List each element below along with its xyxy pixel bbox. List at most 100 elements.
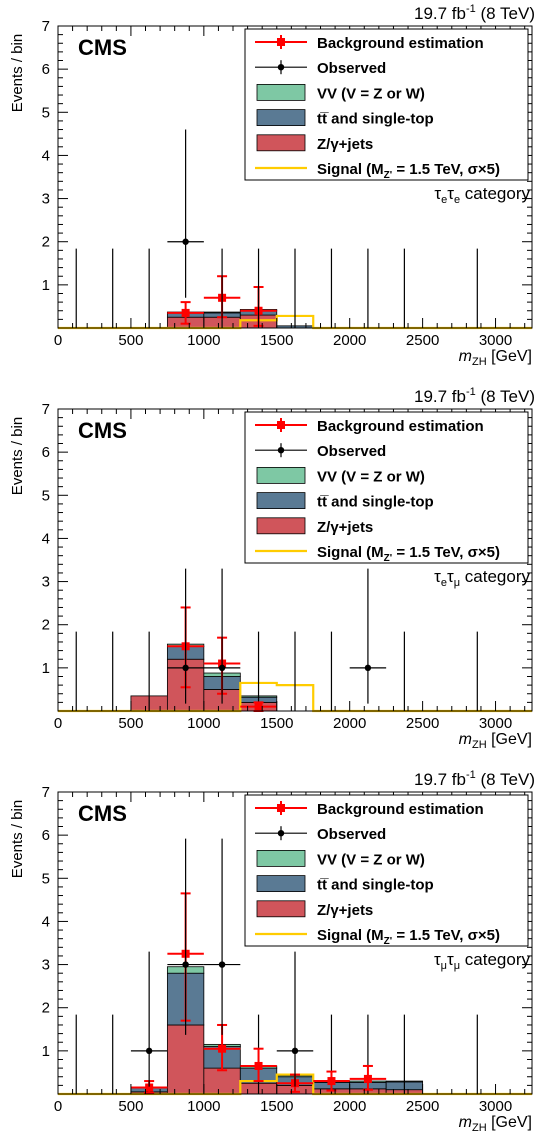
legend-sig-suffix: = 1.5 TeV, σ×5) (392, 927, 500, 944)
legend-swatch-tt (256, 875, 306, 892)
x-tick-label: 3000 (479, 1098, 512, 1115)
x-axis-label: mZH [GeV] (459, 731, 532, 751)
stacked-histogram (130, 643, 278, 712)
x-tick-label: 0 (54, 332, 62, 349)
legend-label-vv: VV (V = Z or W) (317, 85, 425, 102)
y-tick-label: 4 (42, 913, 50, 930)
category-tau1: τ (434, 567, 441, 586)
legend-entry-zj: Z/γ+jets (256, 134, 373, 153)
y-tick-label: 3 (42, 957, 50, 974)
category-sub1: e (441, 577, 447, 589)
category-sub2: μ (454, 577, 460, 589)
legend-swatch-vv (256, 850, 306, 867)
y-axis-label: Events / bin (9, 800, 26, 878)
legend-entry-sig: Signal (MZ' = 1.5 TeV, σ×5) (255, 544, 500, 564)
x-tick-label: 1000 (187, 1098, 220, 1115)
x-axis-label-unit: [GeV] (487, 731, 532, 748)
observed-point (130, 951, 168, 1087)
y-tick-label: 2 (42, 234, 50, 251)
obs-marker (364, 664, 372, 672)
obs-marker (182, 961, 189, 968)
legend-bkg-marker (277, 804, 285, 812)
bkg-marker (254, 702, 263, 711)
legend-label-tt: tt̅ and single-top (317, 877, 434, 894)
legend-entry-tt: tt̅ and single-top (256, 109, 434, 128)
bkg-marker (254, 1061, 263, 1070)
legend-box (244, 794, 529, 947)
x-axis-label-var: m (459, 1114, 472, 1131)
zjets-bar (166, 1024, 205, 1095)
category-tau1: τ (434, 184, 441, 203)
x-tick-label: 0 (54, 1098, 62, 1115)
legend-label-sig: Signal (MZ' = 1.5 TeV, σ×5) (317, 544, 500, 564)
legend-box (244, 411, 529, 564)
bkg-marker (181, 308, 190, 317)
legend-entry-tt: tt̅ and single-top (256, 875, 434, 894)
lumi-energy: (8 TeV) (476, 770, 535, 789)
y-tick-label: 5 (42, 870, 50, 887)
legend-entry-obs: Observed (255, 826, 386, 843)
x-axis-label-unit: [GeV] (487, 348, 532, 365)
bkg-marker (327, 1077, 336, 1086)
lumi-exp: -1 (466, 386, 476, 398)
y-ticks (58, 791, 532, 1095)
x-tick-label: 3000 (479, 715, 512, 732)
legend-label-sig: Signal (MZ' = 1.5 TeV, σ×5) (317, 927, 500, 947)
plot-frame (57, 408, 533, 712)
legend-box (244, 28, 529, 181)
cms-label: CMS (78, 418, 127, 443)
x-axis-label-sub: ZH (472, 1122, 487, 1134)
lumi-label: 19.7 fb-1 (8 TeV) (414, 769, 535, 789)
bkg-marker (218, 1044, 227, 1053)
plot-frame (57, 791, 533, 1095)
observed-point (276, 951, 314, 1087)
lumi-value: 19.7 fb (414, 387, 466, 406)
category-tau1: τ (434, 950, 441, 969)
category-label: τeτe category (434, 184, 530, 206)
x-tick-label: 1000 (187, 715, 220, 732)
y-tick-label: 2 (42, 1000, 50, 1017)
legend-label-sig: Signal (MZ' = 1.5 TeV, σ×5) (317, 161, 500, 181)
obs-marker (182, 238, 189, 245)
legend-entry-vv: VV (V = Z or W) (256, 467, 425, 485)
legend-sig-suffix: = 1.5 TeV, σ×5) (392, 161, 500, 178)
observed-point (167, 568, 204, 704)
observed-point (349, 568, 387, 704)
observed-point (203, 838, 241, 1035)
legend-entry-zj: Z/γ+jets (256, 517, 373, 536)
panel-ee: 0 500 1000 1500 2000 2500 3000 1 2 3 4 5 6 7 Events / … (9, 3, 535, 368)
legend-entry-vv: VV (V = Z or W) (256, 84, 425, 102)
legend-sig-suffix: = 1.5 TeV, σ×5) (392, 544, 500, 561)
legend-label-zj: Z/γ+jets (317, 902, 373, 919)
legend-obs-marker (277, 447, 285, 454)
x-tick-label: 1500 (260, 715, 293, 732)
category-word: category (460, 567, 530, 586)
category-tau2: τ (447, 950, 454, 969)
y-tick-label: 7 (42, 18, 50, 35)
x-axis-label-var: m (459, 348, 472, 365)
legend: Background estimation Observed VV (V = Z o… (244, 411, 529, 564)
legend: Background estimation Observed VV (V = Z o… (244, 794, 529, 947)
x-tick-label: 1500 (260, 1098, 293, 1115)
y-tick-label: 4 (42, 530, 50, 547)
category-sub2: e (454, 194, 460, 206)
category-tau2: τ (447, 184, 454, 203)
x-tick-label: 2500 (406, 332, 439, 349)
x-tick-label: 2000 (333, 715, 366, 732)
legend-label-bkg: Background estimation (317, 35, 484, 52)
legend-sig-prefix: Signal (M (317, 161, 384, 178)
category-label: τeτμ category (434, 567, 530, 589)
category-word: category (460, 950, 530, 969)
y-tick-label: 4 (42, 147, 50, 164)
legend-label-vv: VV (V = Z or W) (317, 851, 425, 868)
legend-label-bkg: Background estimation (317, 418, 484, 435)
x-tick-label: 2000 (333, 332, 366, 349)
legend-label-zj: Z/γ+jets (317, 136, 373, 153)
x-axis-label-var: m (459, 731, 472, 748)
y-tick-label: 2 (42, 617, 50, 634)
y-tick-label: 3 (42, 191, 50, 208)
legend-swatch-vv (256, 467, 306, 484)
panel-mumu: 0 500 1000 1500 2000 2500 3000 1 2 3 4 5 6 7 Events / … (9, 769, 535, 1134)
legend-entry-obs: Observed (255, 60, 386, 77)
